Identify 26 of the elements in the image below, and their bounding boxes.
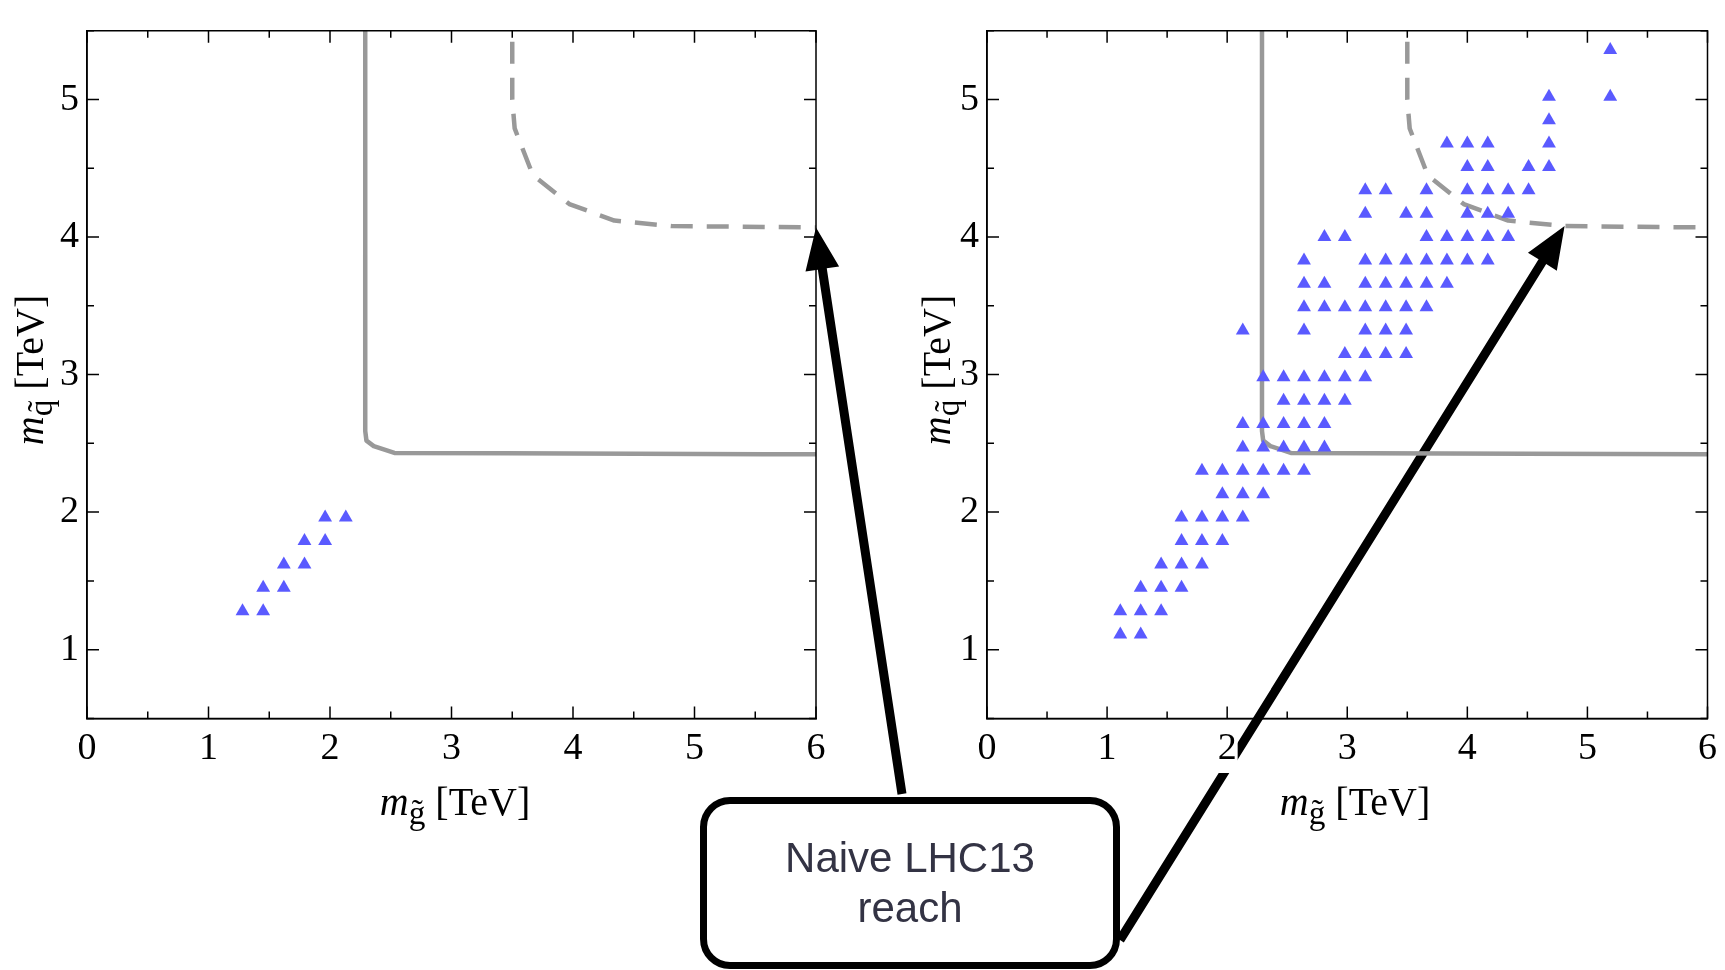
x-tick-label: 1	[199, 725, 218, 768]
x-tick-label: 3	[442, 725, 461, 768]
y-tick-label: 1	[960, 625, 979, 668]
y-tick-label: 3	[60, 350, 79, 393]
x-tick-label: 5	[685, 725, 704, 768]
x-axis-title: m$_{g̃}$ [TeV]	[1279, 778, 1431, 832]
x-tick-label: 3	[1337, 725, 1357, 768]
y-tick-label: 2	[960, 488, 979, 531]
x-tick-label: 2	[320, 725, 340, 768]
x-axis-title: m$_{g̃}$ [TeV]	[379, 778, 531, 832]
callout-box: Naive LHC13 reach	[700, 797, 1120, 969]
x-tick-label: 6	[1698, 725, 1717, 768]
x-tick-label: 5	[1577, 725, 1597, 768]
y-tick-label: 4	[60, 213, 79, 256]
x-tick-label: 2	[1217, 725, 1237, 768]
y-tick-label: 5	[60, 75, 79, 118]
y-tick-label: 4	[960, 213, 979, 256]
y-tick-label: 5	[960, 75, 979, 118]
x-tick-label: 1	[1097, 725, 1117, 768]
x-tick-label: 0	[77, 725, 97, 768]
y-tick-label: 2	[60, 488, 79, 531]
x-tick-label: 6	[806, 725, 826, 768]
x-tick-label: 4	[563, 725, 583, 768]
x-tick-label: 4	[1457, 725, 1477, 768]
y-tick-label: 1	[60, 625, 79, 668]
x-tick-label: 0	[977, 725, 997, 768]
